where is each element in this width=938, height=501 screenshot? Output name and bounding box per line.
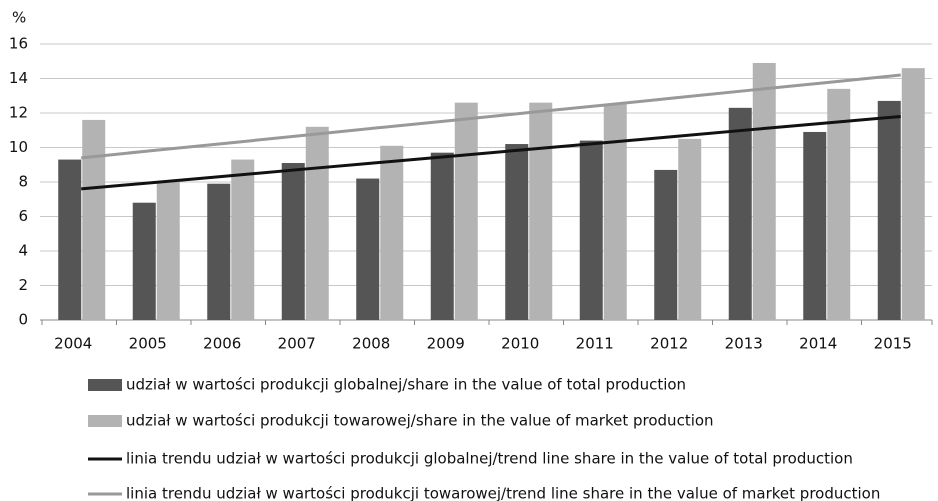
- y-tick-label: 2: [18, 276, 28, 294]
- legend-label: linia trendu udział w wartości produkcji…: [126, 450, 853, 468]
- bar: [356, 178, 380, 320]
- y-tick-label: 6: [18, 207, 28, 225]
- x-tick-label: 2008: [352, 335, 390, 353]
- y-unit: %: [12, 9, 26, 27]
- y-tick-label: 0: [18, 311, 28, 329]
- bar: [380, 145, 404, 320]
- bar: [231, 159, 255, 320]
- bar: [454, 102, 478, 321]
- legend-swatch: [88, 379, 122, 391]
- x-tick-label: 2005: [129, 335, 167, 353]
- legend-label: udział w wartości produkcji towarowej/sh…: [126, 412, 714, 430]
- trend-line: [81, 73, 901, 160]
- bar: [728, 107, 752, 320]
- bar: [654, 169, 678, 320]
- bar: [305, 126, 329, 320]
- y-tick-label: 14: [9, 69, 28, 87]
- bar: [505, 144, 529, 320]
- x-tick-label: 2012: [650, 335, 688, 353]
- legend-label: linia trendu udział w wartości produkcji…: [126, 485, 880, 501]
- x-tick-label: 2004: [54, 335, 92, 353]
- bar: [132, 202, 156, 320]
- bar: [678, 138, 702, 320]
- bar: [877, 100, 901, 320]
- bar: [752, 62, 776, 320]
- bar: [58, 159, 82, 320]
- x-tick-label: 2007: [278, 335, 316, 353]
- x-tick-label: 2014: [799, 335, 837, 353]
- bar: [430, 152, 454, 320]
- bar: [529, 102, 553, 321]
- bar: [901, 68, 925, 321]
- legend-swatch: [88, 415, 122, 427]
- bar: [156, 182, 180, 320]
- bar: [603, 104, 627, 320]
- y-tick-label: 12: [9, 104, 28, 122]
- y-tick-label: 16: [9, 35, 28, 53]
- y-tick-label: 8: [18, 173, 28, 191]
- bar: [207, 183, 231, 320]
- bar: [579, 140, 603, 320]
- x-tick-label: 2015: [874, 335, 912, 353]
- bar: [281, 163, 305, 320]
- bar: [82, 119, 106, 321]
- y-tick-label: 4: [18, 242, 28, 260]
- x-tick-label: 2013: [725, 335, 763, 353]
- bar: [827, 88, 851, 320]
- legend-label: udział w wartości produkcji globalnej/sh…: [126, 376, 686, 394]
- bar: [803, 131, 827, 320]
- x-tick-label: 2006: [203, 335, 241, 353]
- x-tick-label: 2009: [427, 335, 465, 353]
- trend-line: [81, 114, 901, 191]
- x-tick-label: 2010: [501, 335, 539, 353]
- x-tick-label: 2011: [576, 335, 614, 353]
- y-tick-label: 10: [9, 138, 28, 156]
